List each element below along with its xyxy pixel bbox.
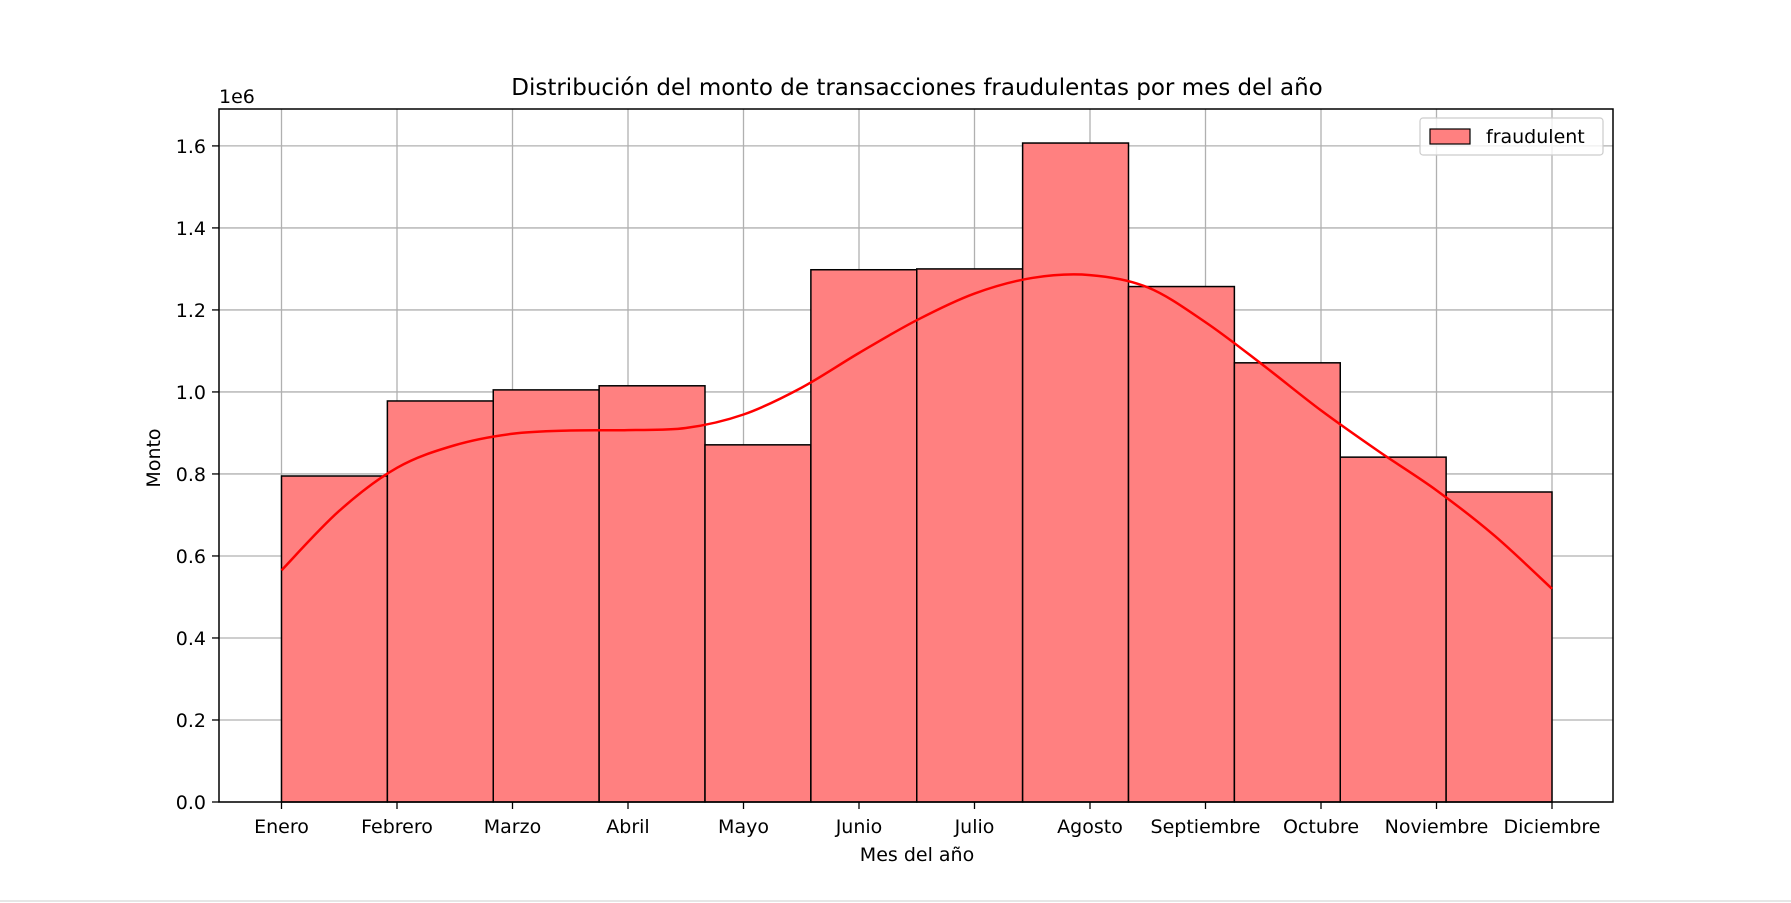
bar-julio [916,268,1024,803]
y-tick-label: 1.0 [176,382,206,404]
axes: 0.0 0.2 0.4 0.6 0.8 1.0 1.2 1.4 1.6 Enero Febrero M… [176,108,1614,838]
y-tick-label: 0.8 [176,464,206,486]
y-tick-label: 0.0 [176,792,206,814]
bar-agosto [1021,142,1130,803]
legend: fraudulent [1419,117,1604,156]
bar-febrero [386,400,494,803]
y-tick-label: 1.4 [176,218,206,240]
kde-curve [280,273,1553,590]
legend-label: fraudulent [1486,126,1585,148]
bar-septiembre [1127,285,1236,803]
y-tick-label: 0.2 [176,710,206,732]
y-scale-offset-label: 1e6 [219,86,255,108]
plot-frame [218,108,1614,803]
y-tick-label: 1.6 [176,136,206,158]
legend-swatch [1429,128,1471,145]
y-tick-label: 1.2 [176,300,206,322]
x-tick-label: Marzo [484,816,541,838]
x-tick-label: Mayo [718,816,769,838]
bars [280,142,1553,803]
bar-abril [598,385,706,803]
kde-curve-group [280,273,1553,590]
x-tick-label: Febrero [361,816,433,838]
chart-title: Distribución del monto de transacciones … [511,75,1323,101]
x-tick-label: Agosto [1057,816,1123,838]
y-axis-title: Monto [143,428,165,487]
x-tick-label: Octubre [1283,816,1359,838]
x-tick-label: Junio [835,816,883,838]
bar-octubre [1233,362,1341,803]
x-tick-label: Diciembre [1504,816,1601,838]
bar-marzo [492,389,600,803]
bar-noviembre [1339,456,1447,803]
bar-enero [280,475,389,803]
x-tick-label: Septiembre [1151,816,1261,838]
x-axis-title: Mes del año [860,844,974,866]
bar-junio [810,268,918,803]
x-tick-label: Enero [254,816,309,838]
x-tick-label: Abril [606,816,649,838]
x-tick-label: Noviembre [1385,816,1489,838]
x-tick-label: Julio [954,816,995,838]
legend-box [1419,117,1604,156]
y-tick-label: 0.6 [176,546,206,568]
y-tick-label: 0.4 [176,628,206,650]
bar-mayo [704,444,812,803]
